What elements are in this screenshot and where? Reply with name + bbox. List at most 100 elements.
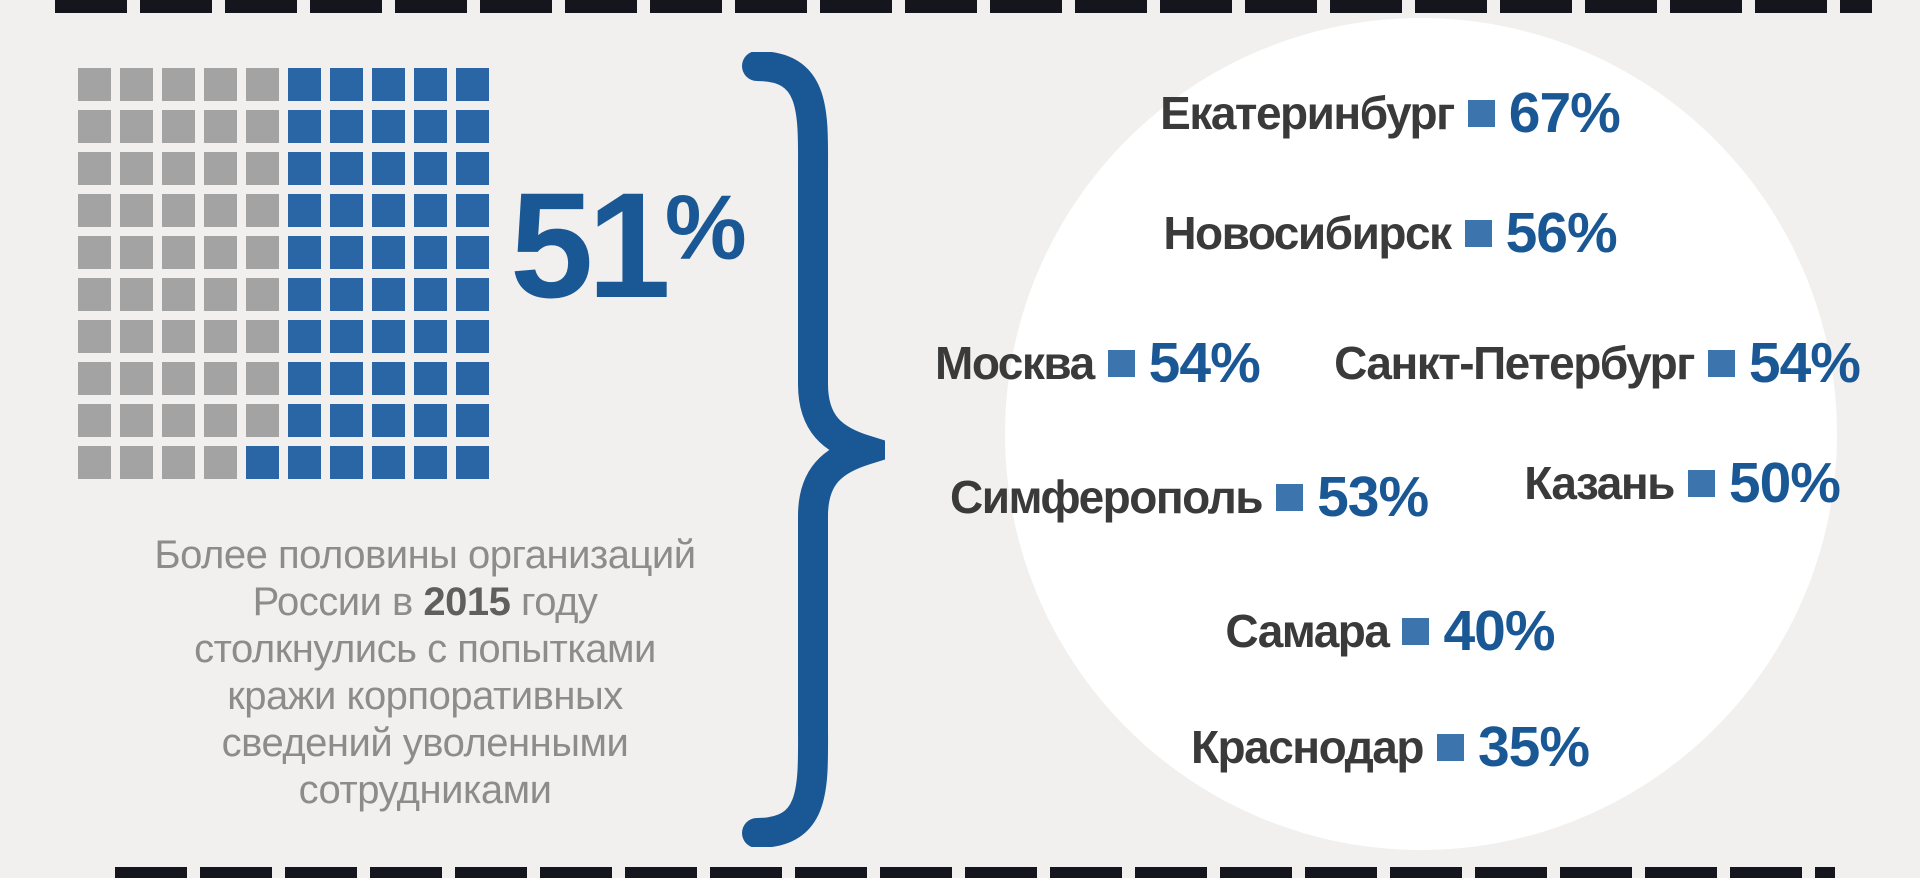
waffle-cell [288,68,321,101]
city-name: Екатеринбург [1160,87,1455,139]
waffle-cell [456,152,489,185]
city-value: 53% [1317,465,1429,529]
waffle-cell [372,68,405,101]
waffle-cell [372,110,405,143]
city-name: Симферополь [950,471,1264,523]
city-name: Санкт-Петербург [1334,337,1695,389]
description-line: кражи корпоративных [227,674,623,718]
city-name: Москва [935,337,1095,389]
city-name: Самара [1225,605,1390,657]
waffle-cell [372,152,405,185]
waffle-cell [330,320,363,353]
waffle-cell [330,362,363,395]
city-value: 56% [1505,201,1618,265]
waffle-cell [414,110,447,143]
waffle-cell [456,404,489,437]
waffle-cell [456,194,489,227]
waffle-cell [204,152,237,185]
city-value: 35% [1477,715,1590,779]
waffle-cell [414,404,447,437]
description-line2-pre: России в [252,580,424,624]
city-row: Самара 40% [960,596,1820,666]
waffle-cell [372,194,405,227]
marker-square-icon [1402,617,1430,645]
waffle-cell [372,320,405,353]
marker-square-icon [1464,219,1492,247]
waffle-cell [78,110,111,143]
city-value: 54% [1748,331,1861,395]
marker-square-icon [1707,349,1735,377]
waffle-cell [120,404,153,437]
waffle-cell [162,236,195,269]
description-line: Более половины организаций [154,533,696,577]
city-stat-sankt-peterburg: Санкт-Петербург 54% [1334,330,1861,396]
waffle-cell [78,278,111,311]
description-line2-post: году [510,580,598,624]
waffle-cell [120,278,153,311]
waffle-cell [204,446,237,479]
waffle-cell [78,236,111,269]
waffle-cell [372,446,405,479]
waffle-cell [204,68,237,101]
waffle-cell [288,194,321,227]
waffle-cell [372,236,405,269]
waffle-cell [288,152,321,185]
waffle-cell [456,110,489,143]
waffle-cell [162,404,195,437]
city-stat-kazan: Казань 50% [1524,450,1841,516]
waffle-cell [456,278,489,311]
city-value: 50% [1728,451,1841,515]
waffle-cell [78,320,111,353]
curly-brace-decoration [735,51,916,852]
waffle-cell [330,278,363,311]
waffle-cell [330,194,363,227]
waffle-cell [162,68,195,101]
waffle-cell [246,404,279,437]
city-stat-samara: Самара 40% [1225,598,1555,664]
top-border-decoration [55,0,1872,13]
waffle-cell [78,362,111,395]
city-row: Симферополь 53% Казань 50% [950,451,1841,532]
city-stat-moskva: Москва 54% [935,330,1261,396]
waffle-cell [120,68,153,101]
waffle-cell [414,68,447,101]
city-name: Казань [1524,457,1675,509]
waffle-cell [120,152,153,185]
waffle-cell [414,446,447,479]
waffle-cell [246,236,279,269]
marker-square-icon [1276,483,1304,511]
waffle-cell [414,236,447,269]
waffle-cell [456,362,489,395]
description-line: сведений уволенными [221,721,629,765]
waffle-cell [120,110,153,143]
waffle-cell [162,194,195,227]
main-stat-unit: % [664,177,747,279]
city-stat-simferopol: Симферополь 53% [950,464,1429,530]
waffle-cell [120,362,153,395]
waffle-cell [162,152,195,185]
city-value: 40% [1443,599,1555,663]
waffle-cell [330,110,363,143]
city-row: Новосибирск 56% [960,198,1820,268]
waffle-cell [456,446,489,479]
waffle-cell [288,404,321,437]
waffle-cell [330,446,363,479]
waffle-cell [204,278,237,311]
waffle-cell [372,362,405,395]
waffle-cell [246,194,279,227]
waffle-cell [246,320,279,353]
city-row: Москва 54% Санкт-Петербург 54% [935,328,1861,398]
marker-square-icon [1687,469,1715,497]
waffle-cell [162,110,195,143]
waffle-cell [120,236,153,269]
waffle-cell [246,278,279,311]
waffle-cell [78,446,111,479]
waffle-chart [78,68,489,479]
waffle-cell [330,152,363,185]
waffle-cell [288,362,321,395]
waffle-cell [204,194,237,227]
description-line: сотрудниками [298,768,552,812]
waffle-cell [456,68,489,101]
waffle-cell [330,236,363,269]
